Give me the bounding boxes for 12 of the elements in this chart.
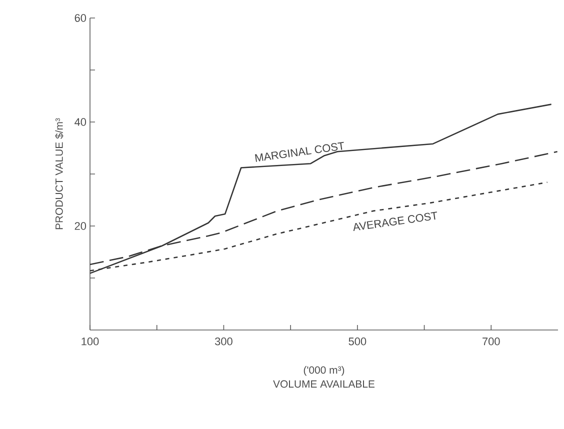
y-tick-label: 20 xyxy=(74,222,86,230)
text: AVERAGE COST xyxy=(353,212,437,232)
x-tick-label: 100 xyxy=(82,338,99,346)
x-tick-label: 500 xyxy=(348,338,366,346)
x-tick-label: 700 xyxy=(482,338,500,346)
y-axis-title: PRODUCT VALUE $/m³ xyxy=(55,118,64,230)
x-axis-title: VOLUME AVAILABLE xyxy=(273,380,375,388)
y-tick-label: 40 xyxy=(74,118,86,126)
y-tick-label: 60 xyxy=(74,14,86,22)
text: MARGINAL COST xyxy=(255,142,344,162)
text: ('000 m³) xyxy=(304,366,344,376)
x-tick-label: 300 xyxy=(214,338,232,346)
